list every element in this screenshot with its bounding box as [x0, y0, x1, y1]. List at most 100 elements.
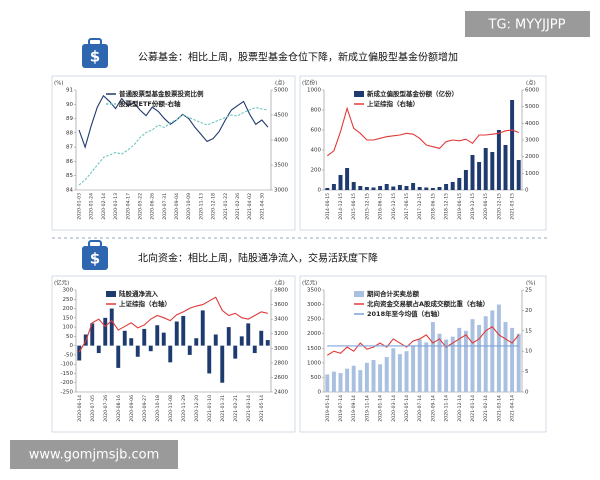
- bar: [404, 351, 409, 392]
- bar: [470, 155, 475, 190]
- bar: [483, 316, 488, 392]
- x-tick-label: 2021-04-14: [510, 395, 516, 422]
- y2-tick-label: 15: [525, 328, 532, 334]
- y-tick-label: -150: [61, 371, 74, 377]
- x-tick-label: 2021-03-15: [510, 193, 516, 220]
- y-tick-label: 2500: [307, 317, 321, 323]
- bar: [358, 370, 363, 392]
- x-tick-label: 2020-09-27: [142, 395, 148, 422]
- legend-label: 北向资金交易额占A股成交额比重（右轴）: [367, 299, 489, 308]
- bar: [510, 327, 515, 392]
- bar: [483, 148, 488, 190]
- watermark-box: [10, 440, 178, 469]
- x-tick-label: 2020-11-14: [444, 395, 450, 422]
- x-tick-label: 2015-12-15: [364, 193, 370, 220]
- watermark: www.gomjmsjb.com: [29, 448, 160, 463]
- y-tick-label: 150: [63, 315, 74, 321]
- watermark-box: [465, 11, 590, 37]
- y2-tick-label: 5: [525, 369, 529, 375]
- bar: [463, 170, 468, 190]
- bar: [391, 348, 396, 392]
- y-tick-label: 200: [63, 306, 74, 312]
- bar: [503, 322, 508, 392]
- x-tick-label: 2020-03-14: [391, 395, 397, 422]
- bar: [194, 338, 199, 346]
- bar: [135, 345, 140, 357]
- y2-tick-label: 25: [525, 288, 532, 294]
- chart-panel: [51, 75, 296, 231]
- bar: [411, 345, 416, 392]
- bar: [220, 345, 225, 383]
- bar: [364, 362, 369, 392]
- bar: [345, 168, 350, 190]
- x-tick-label: 2020-09-06: [129, 395, 135, 422]
- chart-panel: [299, 275, 547, 433]
- icon: $: [82, 38, 108, 68]
- bar: [457, 327, 462, 392]
- x-tick-label: 2020-07-05: [90, 395, 96, 422]
- x-tick-label: 2021-02-14: [483, 395, 489, 422]
- legend-swatch: [354, 291, 364, 297]
- x-tick-label: 2019-09-14: [351, 395, 357, 422]
- x-tick-label: 2021-04-02: [247, 193, 253, 220]
- x-tick-label: 2017-12-15: [417, 193, 423, 220]
- x-tick-label: 2019-07-14: [338, 395, 344, 422]
- bar: [351, 365, 356, 392]
- section-heading: 公募基金：相比上周，股票型基金仓位下降，新成立偏股型基金份额增加: [138, 51, 458, 64]
- bar: [239, 336, 244, 346]
- y-tick-label: 0: [318, 390, 322, 396]
- bar: [371, 187, 376, 190]
- x-tick-label: 2020-11-08: [168, 395, 174, 422]
- bar: [96, 345, 101, 354]
- y-tick-label: 85: [66, 173, 73, 179]
- bar: [351, 182, 356, 190]
- y2-tick-label: 3500: [274, 163, 288, 169]
- y-unit: (亿元): [54, 279, 69, 287]
- y2-tick-label: 4500: [274, 113, 288, 119]
- x-tick-label: 2020-04-17: [125, 193, 131, 220]
- x-tick-label: 2020-09-14: [430, 395, 436, 422]
- bar: [496, 304, 501, 392]
- x-tick-label: 2021-03-14: [496, 395, 502, 422]
- line: [78, 94, 269, 149]
- y-tick-label: 0: [70, 343, 74, 349]
- bar: [378, 364, 383, 392]
- bar: [496, 130, 501, 190]
- x-tick-label: 2020-01-24: [89, 193, 95, 220]
- x-tick-label: 2021-02-21: [233, 395, 239, 422]
- x-tick-label: 2016-06-15: [378, 193, 384, 220]
- y2-tick-label: 0: [525, 390, 529, 396]
- bar: [338, 175, 343, 190]
- x-tick-label: 2020-11-13: [198, 193, 204, 220]
- x-tick-label: 2020-06-26: [150, 193, 156, 220]
- x-tick-label: 2020-07-26: [103, 395, 109, 422]
- chart-panel: [51, 275, 296, 433]
- y2-tick-label: 2800: [274, 360, 288, 366]
- x-tick-label: 2014-12-15: [338, 193, 344, 220]
- y2-tick-label: 3000: [274, 188, 288, 194]
- y-tick-label: 88: [66, 130, 73, 136]
- bar: [331, 371, 336, 392]
- x-tick-label: 2020-10-18: [155, 395, 161, 422]
- y-tick-label: 3500: [307, 288, 321, 294]
- x-tick-label: 2020-12-15: [496, 193, 502, 220]
- y2-unit: (点): [275, 280, 285, 287]
- y-tick-label: 100: [63, 325, 74, 331]
- bar: [384, 357, 389, 392]
- legend-label: 新成立偏股型基金份额（亿份）: [367, 89, 458, 98]
- x-tick-label: 2020-07-14: [417, 395, 423, 422]
- bar: [187, 345, 192, 355]
- bar: [411, 183, 416, 190]
- line: [327, 325, 520, 356]
- x-tick-label: 2019-12-15: [470, 193, 476, 220]
- line: [326, 106, 519, 157]
- bar: [490, 152, 495, 190]
- bar: [265, 340, 270, 346]
- y-tick-label: 1000: [307, 360, 321, 366]
- bar: [77, 345, 82, 361]
- bar: [417, 187, 422, 190]
- bar: [444, 339, 449, 392]
- bar: [103, 317, 108, 346]
- legend-label: 上证综指（右轴）: [119, 299, 171, 308]
- y2-unit: (点): [275, 80, 285, 87]
